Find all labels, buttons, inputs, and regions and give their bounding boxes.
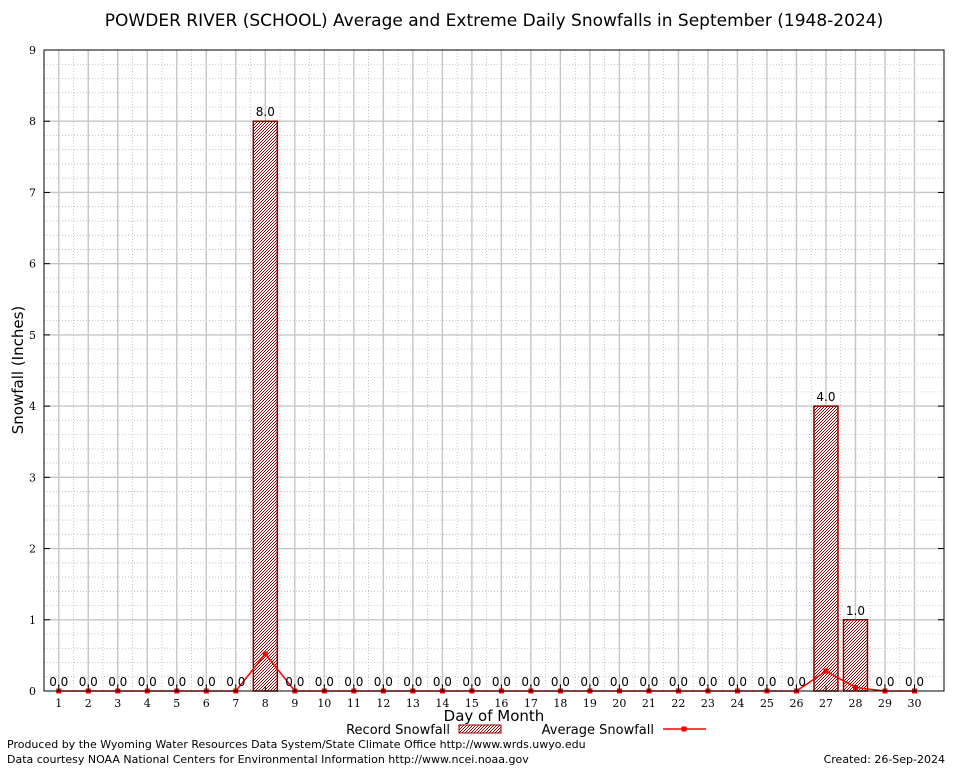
data-label-day-21: 0.0	[639, 675, 658, 689]
legend-average-marker	[681, 726, 687, 732]
x-tick-label-19: 19	[583, 697, 597, 710]
x-tick-label-4: 4	[144, 697, 151, 710]
record-bars	[252, 120, 869, 692]
record-bar-day-8	[252, 120, 279, 692]
data-label-day-5: 0.0	[167, 675, 186, 689]
data-label-day-2: 0.0	[79, 675, 98, 689]
y-tick-labels: 0 1 2 3 4 5 6 7 8 9	[29, 44, 944, 698]
data-label-day-3: 0.0	[108, 675, 127, 689]
record-bar-day-27	[813, 405, 839, 692]
data-label-day-17: 0.0	[521, 675, 540, 689]
x-tick-label-29: 29	[878, 697, 892, 710]
x-tick-label-17: 17	[524, 697, 538, 710]
data-label-day-25: 0.0	[757, 675, 776, 689]
footer-produced-by: Produced by the Wyoming Water Resources …	[7, 738, 586, 751]
x-tick-label-18: 18	[553, 697, 567, 710]
x-tick-label-8: 8	[262, 697, 269, 710]
data-label-day-11: 0.0	[344, 675, 363, 689]
data-label-day-6: 0.0	[197, 675, 216, 689]
data-label-day-8: 8.0	[256, 105, 275, 119]
x-tick-label-1: 1	[55, 697, 62, 710]
x-tick-label-30: 30	[907, 697, 921, 710]
x-tick-label-20: 20	[612, 697, 626, 710]
x-tick-label-15: 15	[465, 697, 479, 710]
data-label-day-30: 0.0	[905, 675, 924, 689]
x-tick-label-21: 21	[642, 697, 656, 710]
y-axis-label: Snowfall (Inches)	[9, 306, 27, 434]
data-label-day-15: 0.0	[462, 675, 481, 689]
record-bar-day-28	[842, 619, 869, 692]
y-tick-label-9: 9	[29, 44, 36, 57]
y-tick-label-8: 8	[29, 115, 36, 128]
x-tick-label-9: 9	[291, 697, 298, 710]
legend-record-swatch	[458, 724, 502, 734]
x-tick-label-7: 7	[232, 697, 239, 710]
x-tick-label-27: 27	[819, 697, 833, 710]
y-tick-label-0: 0	[29, 685, 36, 698]
y-tick-label-4: 4	[29, 400, 36, 413]
data-label-day-26: 0.0	[787, 675, 806, 689]
x-tick-label-11: 11	[347, 697, 361, 710]
x-tick-label-23: 23	[701, 697, 715, 710]
data-label-day-12: 0.0	[374, 675, 393, 689]
legend-average-label: Average Snowfall	[542, 723, 654, 738]
x-tick-label-3: 3	[114, 697, 121, 710]
average-point-day-27	[823, 668, 829, 674]
x-tick-label-12: 12	[376, 697, 390, 710]
y-tick-label-7: 7	[29, 186, 36, 199]
data-label-day-20: 0.0	[610, 675, 629, 689]
legend-record-label: Record Snowfall	[346, 723, 450, 738]
data-label-day-4: 0.0	[138, 675, 157, 689]
x-tick-label-25: 25	[760, 697, 774, 710]
x-tick-label-22: 22	[671, 697, 685, 710]
legend: Record Snowfall Average Snowfall	[346, 723, 706, 738]
x-tick-labels: 1 2 3 4 5 6 7 8 9 10 11 12 13 14 15 16 17 18 19 20 21 22 23 24 2…	[55, 686, 921, 710]
data-label-day-29: 0.0	[875, 675, 894, 689]
y-tick-label-1: 1	[29, 614, 36, 627]
data-label-day-22: 0.0	[669, 675, 688, 689]
data-label-day-1: 0.0	[49, 675, 68, 689]
x-tick-label-2: 2	[85, 697, 92, 710]
data-label-day-10: 0.0	[315, 675, 334, 689]
x-axis-label: Day of Month	[444, 707, 545, 725]
x-tick-label-28: 28	[848, 697, 862, 710]
average-point-day-8	[262, 651, 268, 657]
x-tick-label-6: 6	[203, 697, 210, 710]
grid	[44, 50, 944, 691]
x-tick-label-16: 16	[494, 697, 508, 710]
y-tick-label-3: 3	[29, 471, 36, 484]
y-tick-label-6: 6	[29, 258, 36, 271]
x-tick-label-5: 5	[173, 697, 180, 710]
data-label-day-19: 0.0	[580, 675, 599, 689]
x-tick-label-24: 24	[730, 697, 744, 710]
data-label-day-9: 0.0	[285, 675, 304, 689]
data-label-day-7: 0.0	[226, 675, 245, 689]
data-label-day-23: 0.0	[698, 675, 717, 689]
data-label-day-18: 0.0	[551, 675, 570, 689]
footer-data-courtesy: Data courtesy NOAA National Centers for …	[7, 753, 529, 766]
chart-title: POWDER RIVER (SCHOOL) Average and Extrem…	[105, 11, 883, 31]
data-label-day-27: 4.0	[816, 390, 835, 404]
data-label-day-24: 0.0	[728, 675, 747, 689]
data-label-day-14: 0.0	[433, 675, 452, 689]
footer-created: Created: 26-Sep-2024	[824, 753, 945, 766]
plot-frame	[43, 49, 945, 692]
x-tick-label-10: 10	[317, 697, 331, 710]
data-label-day-13: 0.0	[403, 675, 422, 689]
y-tick-label-2: 2	[29, 543, 36, 556]
x-tick-label-13: 13	[406, 697, 420, 710]
x-tick-label-14: 14	[435, 697, 449, 710]
x-tick-label-26: 26	[789, 697, 803, 710]
data-label-day-16: 0.0	[492, 675, 511, 689]
data-label-day-28: 1.0	[846, 604, 865, 618]
data-labels: 0.0 0.0 0.0 0.0 0.0 0.0 0.0 8.0 0.0 0.0 0.0 0.0 0.0 0…	[49, 105, 924, 689]
y-tick-label-5: 5	[29, 329, 36, 342]
